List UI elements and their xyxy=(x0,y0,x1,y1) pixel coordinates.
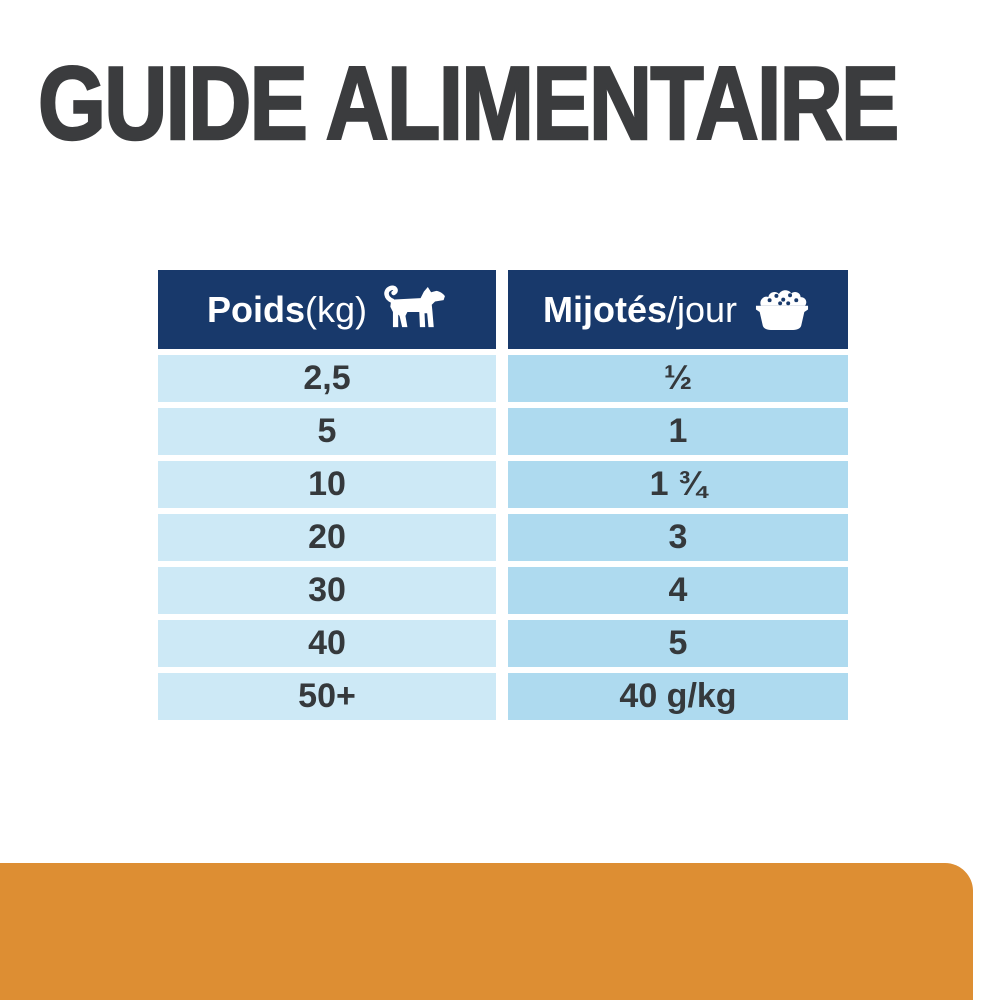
feeding-table: Poids (kg) Mijotés/jour xyxy=(158,270,848,720)
weight-header-label: Poids xyxy=(206,288,305,330)
amount-cell: 1 ¾ xyxy=(508,461,848,508)
weight-cell: 30 xyxy=(158,567,496,614)
table-row: 5 1 xyxy=(158,408,848,455)
table-header-row: Poids (kg) Mijotés/jour xyxy=(158,270,848,349)
weight-header-unit: (kg) xyxy=(305,288,367,330)
weight-cell: 20 xyxy=(158,514,496,561)
weight-cell: 2,5 xyxy=(158,355,496,402)
weight-cell: 10 xyxy=(158,461,496,508)
food-bowl-icon xyxy=(755,290,809,330)
table-row: 30 4 xyxy=(158,567,848,614)
column-header-weight: Poids (kg) xyxy=(158,270,496,349)
amount-header-unit: /jour xyxy=(666,288,738,330)
weight-cell: 50+ xyxy=(158,673,496,720)
dog-icon xyxy=(384,285,445,327)
column-header-amount: Mijotés/jour xyxy=(508,270,848,349)
amount-header-label: Mijotés xyxy=(542,288,667,330)
orange-footer-band xyxy=(0,863,973,1000)
amount-cell: 3 xyxy=(508,514,848,561)
amount-cell: 40 g/kg xyxy=(508,673,848,720)
table-row: 50+ 40 g/kg xyxy=(158,673,848,720)
table-row: 2,5 ½ xyxy=(158,355,848,402)
amount-cell: 4 xyxy=(508,567,848,614)
weight-cell: 40 xyxy=(158,620,496,667)
amount-cell: ½ xyxy=(508,355,848,402)
weight-cell: 5 xyxy=(158,408,496,455)
amount-cell: 5 xyxy=(508,620,848,667)
table-row: 40 5 xyxy=(158,620,848,667)
table-rows: 2,5 ½ 5 1 10 1 ¾ 20 3 30 4 40 5 50+ 40 g… xyxy=(158,355,848,720)
table-row: 20 3 xyxy=(158,514,848,561)
page-title: GUIDE ALIMENTAIRE xyxy=(37,46,900,162)
table-row: 10 1 ¾ xyxy=(158,461,848,508)
amount-cell: 1 xyxy=(508,408,848,455)
